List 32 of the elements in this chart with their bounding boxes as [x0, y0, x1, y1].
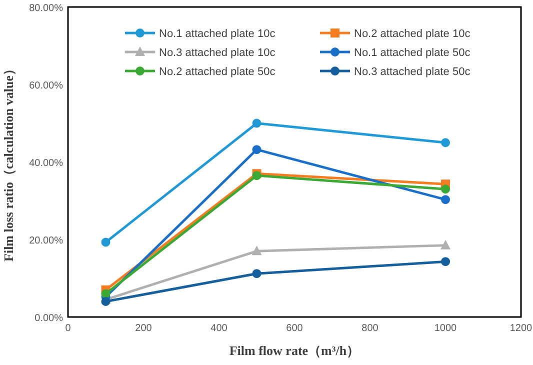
x-tick-label: 600 [286, 323, 304, 334]
x-axis-title: Film flow rate（m³/h） [229, 343, 360, 358]
legend-label: No.1 attached plate 50c [354, 47, 471, 59]
point [252, 118, 262, 128]
legend-label: No.2 attached plate 50c [159, 66, 276, 78]
y-tick-label: 80.00% [29, 3, 64, 14]
legend-label: No.1 attached plate 10c [159, 28, 276, 40]
point [441, 257, 450, 266]
point [101, 297, 110, 306]
point [252, 145, 262, 154]
y-axis-title: Film loss ratio（calculation value） [1, 62, 16, 262]
y-tick-label: 40.00% [29, 158, 64, 169]
y-tick-label: 20.00% [29, 236, 64, 246]
y-tick-label: 0.00% [34, 313, 64, 324]
point [441, 184, 450, 194]
x-tick-label: 200 [135, 323, 152, 334]
legend-label: No.2 attached plate 10c [354, 28, 471, 40]
x-tick-label: 0 [65, 323, 72, 334]
point [440, 240, 450, 250]
point [252, 246, 262, 256]
point [441, 195, 450, 204]
point [101, 238, 110, 247]
y-tick-label: 60.00% [29, 80, 64, 92]
point [252, 269, 262, 278]
x-tick-label: 400 [210, 323, 228, 334]
x-tick-label: 1200 [510, 323, 533, 334]
x-tick-label: 800 [362, 323, 379, 334]
point [101, 289, 110, 298]
legend-label: No.3 attached plate 50c [354, 66, 471, 78]
x-tick-label: 1000 [434, 323, 458, 334]
point [441, 138, 450, 148]
legend-label: No.3 attached plate 10c [159, 47, 276, 59]
